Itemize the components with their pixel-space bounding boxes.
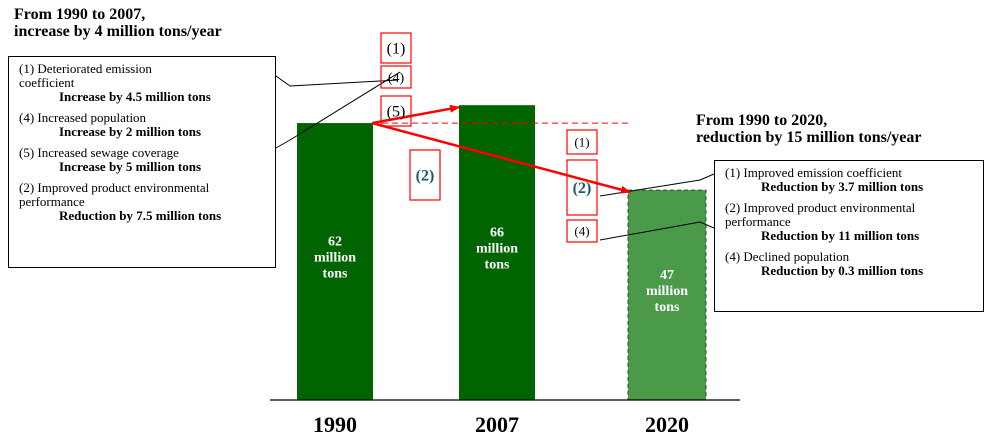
- right-callout-pointer-upper: [599, 173, 715, 197]
- right-heading-line1: From 1990 to 2020,: [696, 112, 828, 129]
- bar-value-label-1990: 62 million tons: [314, 235, 356, 282]
- left-item-3: (5) Increased sewage coverage Increase b…: [19, 146, 275, 174]
- left-item-4-label: (2) Improved product environmental perfo…: [19, 180, 210, 209]
- left-heading: From 1990 to 2007, increase by 4 million…: [14, 6, 222, 40]
- factor-box-2007-5-frame: [380, 95, 412, 127]
- left-item-2: (4) Increased population Increase by 2 m…: [19, 111, 275, 139]
- factor-box-2020-4: (4): [574, 224, 589, 239]
- right-heading: From 1990 to 2020, reduction by 15 milli…: [696, 112, 922, 146]
- x-tick-label-1990: 1990: [313, 412, 357, 437]
- x-tick-label-2007: 2007: [475, 412, 519, 437]
- left-item-1: (1) Deteriorated emission coefficient In…: [19, 62, 275, 104]
- right-item-2-amount: Reduction by 11 million tons: [761, 228, 920, 243]
- bar-value-label-2007: 66 million tons: [476, 226, 518, 273]
- factor-box-2020-4-frame: [566, 219, 598, 243]
- bars-layer: 62 million tons 1990 66 million tons 2007 47 mill…: [270, 105, 740, 437]
- bar-2020: [627, 189, 707, 401]
- right-item-3: (4) Declined population Reduction by 0.3…: [725, 250, 983, 278]
- right-item-1-amount: Reduction by 3.7 million tons: [761, 179, 924, 194]
- right-item-2: (2) Improved product environmental perfo…: [725, 201, 983, 243]
- trend-arrow-1990-2007: [371, 104, 460, 125]
- factor-box-2020-1: (1): [574, 135, 589, 150]
- left-callout-pointer-lower: [275, 71, 401, 149]
- right-heading-line2: reduction by 15 million tons/year: [696, 129, 922, 146]
- right-item-1: (1) Improved emission coefficient Reduct…: [725, 166, 983, 194]
- factor-box-2007-2: (2): [416, 168, 435, 185]
- left-item-2-amount: Increase by 2 million tons: [59, 124, 202, 139]
- left-item-1-label: (1) Deteriorated emission coefficient: [19, 61, 152, 90]
- right-item-3-amount: Reduction by 0.3 million tons: [761, 263, 924, 278]
- left-callout-pointer-upper: [275, 75, 399, 87]
- right-item-1-label: (1) Improved emission coefficient: [725, 165, 903, 180]
- left-heading-line1: From 1990 to 2007,: [14, 6, 146, 23]
- left-item-3-label: (5) Increased sewage coverage: [19, 145, 179, 160]
- factor-box-2007-5: (5): [387, 104, 406, 121]
- x-tick-label-2020: 2020: [645, 412, 689, 437]
- factor-box-2007-4-frame: [380, 65, 412, 89]
- trend-arrow-1990-2020: [371, 121, 631, 194]
- factor-box-2020-2: (2): [573, 180, 592, 197]
- overlay-layer: (1) (4) (5) (2) (1) (2) (4): [275, 32, 715, 243]
- left-item-1-amount: Increase by 4.5 million tons: [59, 89, 211, 104]
- left-item-4: (2) Improved product environmental perfo…: [19, 181, 275, 223]
- bar-1990: [297, 123, 373, 401]
- right-item-3-label: (4) Declined population: [725, 249, 850, 264]
- left-item-3-amount: Increase by 5 million tons: [59, 159, 202, 174]
- left-item-4-amount: Reduction by 7.5 million tons: [59, 208, 222, 223]
- factor-box-2007-2-frame: [409, 149, 441, 201]
- left-item-2-label: (4) Increased population: [19, 110, 147, 125]
- factor-box-2007-1-frame: [380, 32, 412, 64]
- factor-box-2007-1: (1): [387, 41, 406, 58]
- right-item-2-label: (2) Improved product environmental perfo…: [725, 200, 916, 229]
- factor-box-2020-2-frame: [566, 159, 598, 216]
- left-callout-box: (1) Deteriorated emission coefficient In…: [8, 56, 276, 268]
- right-callout-box: (1) Improved emission coefficient Reduct…: [714, 160, 984, 312]
- left-heading-line2: increase by 4 million tons/year: [14, 23, 222, 40]
- bar-2007: [459, 105, 535, 400]
- bar-value-label-2020: 47 million tons: [646, 268, 688, 315]
- factor-box-2020-1-frame: [566, 129, 598, 155]
- right-callout-pointer-lower: [599, 221, 715, 241]
- factor-box-2007-4: (4): [388, 71, 405, 86]
